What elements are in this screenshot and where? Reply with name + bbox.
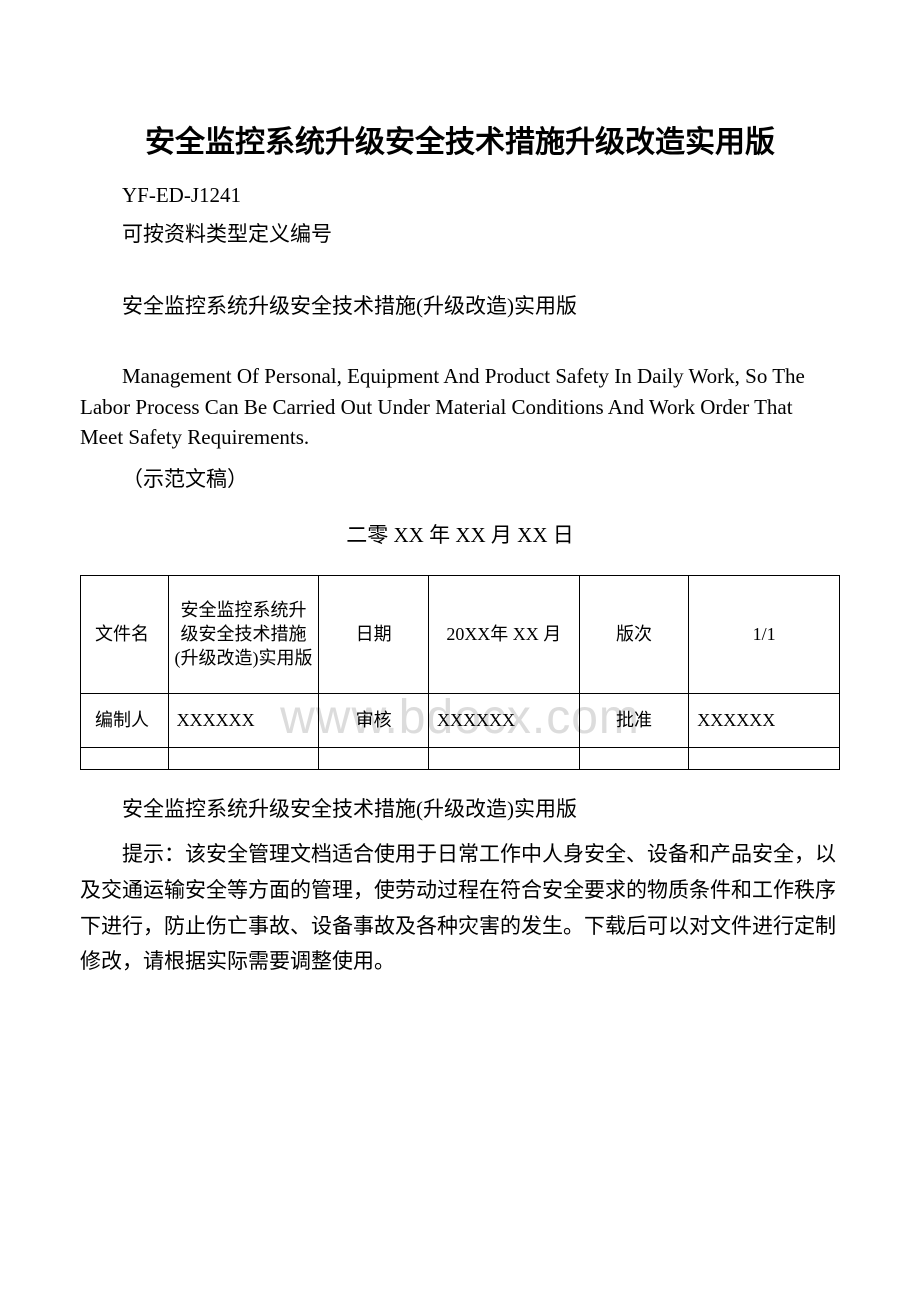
table-row — [81, 747, 840, 769]
body-title: 安全监控系统升级安全技术措施(升级改造)实用版 — [80, 792, 840, 828]
cell-author-label: 编制人 — [81, 693, 169, 747]
document-code: YF-ED-J1241 — [122, 183, 840, 208]
cell-filename-label: 文件名 — [81, 575, 169, 693]
table-row: 编制人 XXXXXX 审核 XXXXXX 批准 XXXXXX — [81, 693, 840, 747]
document-subtitle: 安全监控系统升级安全技术措施(升级改造)实用版 — [122, 290, 840, 324]
cell-version-label: 版次 — [579, 575, 689, 693]
cell-filename-value: 安全监控系统升级安全技术措施(升级改造)实用版 — [168, 575, 319, 693]
code-note: 可按资料类型定义编号 — [122, 218, 840, 252]
cell-approve-label: 批准 — [579, 693, 689, 747]
date-line: 二零 XX 年 XX 月 XX 日 — [80, 519, 840, 549]
sample-label: （示范文稿） — [122, 463, 840, 493]
cell-date-value: 20XX年 XX 月 — [428, 575, 579, 693]
cell-version-value: 1/1 — [689, 575, 840, 693]
cell-review-value: XXXXXX — [428, 693, 579, 747]
cell-author-value: XXXXXX — [168, 693, 319, 747]
english-description: Management Of Personal, Equipment And Pr… — [80, 361, 840, 452]
cell-date-label: 日期 — [319, 575, 429, 693]
cell-approve-value: XXXXXX — [689, 693, 840, 747]
table-row: 文件名 安全监控系统升级安全技术措施(升级改造)实用版 日期 20XX年 XX … — [81, 575, 840, 693]
document-title: 安全监控系统升级安全技术措施升级改造实用版 — [80, 120, 840, 165]
cell-review-label: 审核 — [319, 693, 429, 747]
body-paragraph: 提示：该安全管理文档适合使用于日常工作中人身安全、设备和产品安全，以及交通运输安… — [80, 837, 840, 980]
metadata-table: 文件名 安全监控系统升级安全技术措施(升级改造)实用版 日期 20XX年 XX … — [80, 575, 840, 770]
